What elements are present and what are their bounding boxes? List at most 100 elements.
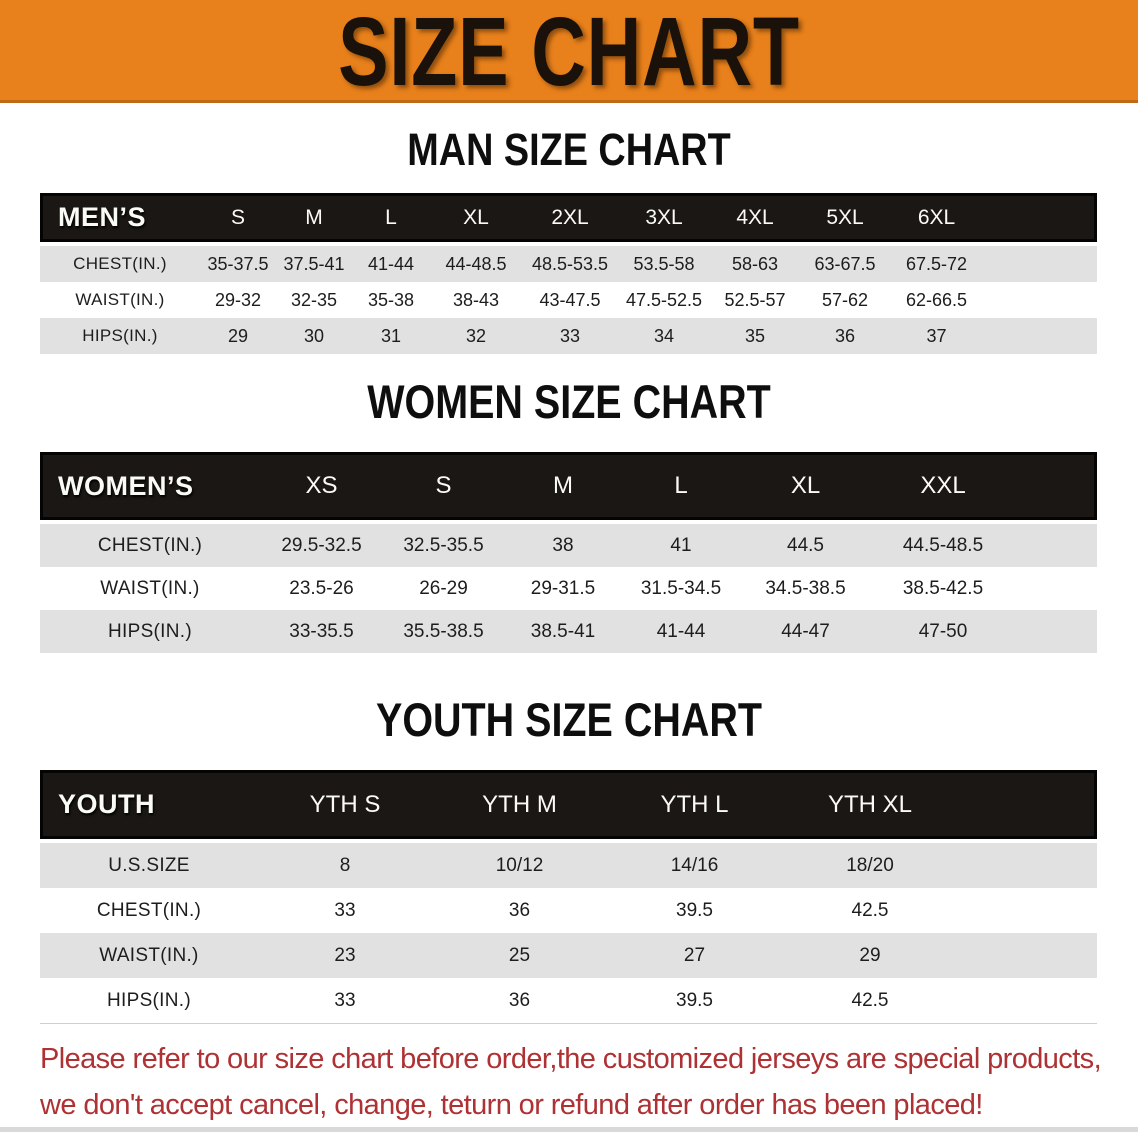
cell-value: 47-50 [871,610,1015,653]
cell-value: 23 [258,933,432,978]
cell-value: 29 [782,933,958,978]
cell-value: 63-67.5 [800,242,890,282]
column-header: XS [260,452,383,520]
row-label: WAIST(IN.) [40,567,260,610]
cell-value: 38-43 [430,282,522,318]
filler-cell [983,318,1097,354]
column-header: L [352,193,430,242]
filler-cell [1015,452,1097,520]
column-header: S [383,452,504,520]
cell-value: 35 [710,318,800,354]
row-label: CHEST(IN.) [40,520,260,567]
header-row: MEN’S S M L XL 2XL 3XL 4XL 5XL 6XL [40,193,1097,242]
column-header: 2XL [522,193,618,242]
cell-value: 32-35 [276,282,352,318]
column-header: YTH XL [782,770,958,839]
header-row: WOMEN’S XS S M L XL XXL [40,452,1097,520]
table-corner-label: YOUTH [40,770,258,839]
row-label: HIPS(IN.) [40,610,260,653]
cell-value: 35.5-38.5 [383,610,504,653]
cell-value: 38 [504,520,622,567]
filler-cell [958,770,1097,839]
cell-value: 31.5-34.5 [622,567,740,610]
table-corner-label: WOMEN’S [40,452,260,520]
column-header: YTH M [432,770,607,839]
cell-value: 36 [432,888,607,933]
filler-cell [1015,610,1097,653]
cell-value: 44.5 [740,520,871,567]
cell-value: 58-63 [710,242,800,282]
cell-value: 33 [522,318,618,354]
cell-value: 39.5 [607,888,782,933]
cell-value: 10/12 [432,839,607,888]
row-label: WAIST(IN.) [40,282,200,318]
disclaimer: Please refer to our size chart before or… [40,1036,1102,1128]
section-title-women: WOMEN SIZE CHART [367,375,771,428]
filler-cell [958,839,1097,888]
cell-value: 31 [352,318,430,354]
cell-value: 36 [800,318,890,354]
section-title-men: MAN SIZE CHART [407,124,731,175]
row-label: CHEST(IN.) [40,888,258,933]
cell-value: 33 [258,888,432,933]
column-header: XL [740,452,871,520]
cell-value: 29 [200,318,276,354]
cell-value: 67.5-72 [890,242,983,282]
filler-cell [983,193,1097,242]
cell-value: 53.5-58 [618,242,710,282]
cell-value: 29-31.5 [504,567,622,610]
cell-value: 32 [430,318,522,354]
header-row: YOUTH YTH S YTH M YTH L YTH XL [40,770,1097,839]
table-row: CHEST(IN.) 29.5-32.5 32.5-35.5 38 41 44.5 44.5… [40,520,1097,567]
filler-cell [1015,567,1097,610]
table-row: CHEST(IN.) 35-37.5 37.5-41 41-44 44-48.5 48.5… [40,242,1097,282]
column-header: M [504,452,622,520]
column-header: 4XL [710,193,800,242]
cell-value: 35-38 [352,282,430,318]
filler-cell [958,978,1097,1024]
cell-value: 34.5-38.5 [740,567,871,610]
filler-cell [958,888,1097,933]
banner: SIZE CHART [0,0,1138,103]
table-row: HIPS(IN.) 33-35.5 35.5-38.5 38.5-41 41-44 44-… [40,610,1097,653]
column-header: XXL [871,452,1015,520]
column-header: L [622,452,740,520]
cell-value: 62-66.5 [890,282,983,318]
cell-value: 38.5-41 [504,610,622,653]
column-header: 6XL [890,193,983,242]
cell-value: 41 [622,520,740,567]
cell-value: 26-29 [383,567,504,610]
filler-cell [1015,520,1097,567]
cell-value: 39.5 [607,978,782,1024]
cell-value: 52.5-57 [710,282,800,318]
column-header: 3XL [618,193,710,242]
youth-size-table: YOUTH YTH S YTH M YTH L YTH XL U.S.SIZE 8 10/12… [40,770,1097,1024]
cell-value: 41-44 [622,610,740,653]
page-title: SIZE CHART [338,0,800,106]
cell-value: 27 [607,933,782,978]
table-row: HIPS(IN.) 29 30 31 32 33 34 35 36 37 [40,318,1097,354]
cell-value: 44.5-48.5 [871,520,1015,567]
cell-value: 33 [258,978,432,1024]
women-size-table: WOMEN’S XS S M L XL XXL CHEST(IN.) 29.5-32.5 32.5… [40,452,1097,653]
row-label: HIPS(IN.) [40,978,258,1024]
disclaimer-line1: Please refer to our size chart before or… [40,1043,1102,1075]
cell-value: 48.5-53.5 [522,242,618,282]
cell-value: 32.5-35.5 [383,520,504,567]
column-header: YTH L [607,770,782,839]
column-header: S [200,193,276,242]
row-label: WAIST(IN.) [40,933,258,978]
disclaimer-line2: we don't accept cancel, change, teturn o… [40,1089,983,1121]
cell-value: 30 [276,318,352,354]
table-corner-label: MEN’S [40,193,200,242]
cell-value: 29.5-32.5 [260,520,383,567]
table-row: CHEST(IN.) 33 36 39.5 42.5 [40,888,1097,933]
row-label: CHEST(IN.) [40,242,200,282]
column-header: YTH S [258,770,432,839]
table-row: WAIST(IN.) 23.5-26 26-29 29-31.5 31.5-34.5 34… [40,567,1097,610]
cell-value: 18/20 [782,839,958,888]
table-row: WAIST(IN.) 29-32 32-35 35-38 38-43 43-47.5 47.… [40,282,1097,318]
cell-value: 44-47 [740,610,871,653]
column-header: XL [430,193,522,242]
